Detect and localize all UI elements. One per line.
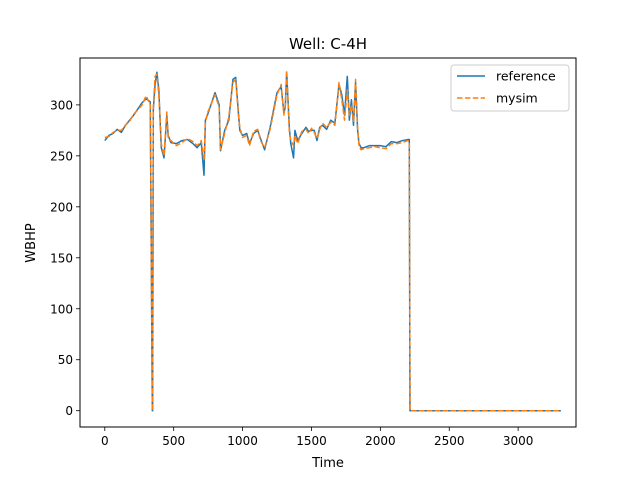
series-line-reference	[104, 71, 561, 412]
y-tick-label: 200	[50, 200, 73, 214]
y-tick-label: 50	[58, 353, 73, 367]
x-tick-label: 500	[162, 434, 185, 448]
x-axis-label: Time	[311, 456, 344, 471]
y-tick-label: 100	[50, 302, 73, 316]
plot-frame	[79, 57, 577, 428]
y-tick-label: 300	[50, 98, 73, 112]
x-tick-label: 1000	[227, 434, 258, 448]
x-tick-label: 1500	[296, 434, 327, 448]
series-line-mysim	[104, 69, 561, 412]
x-tick-label: 3000	[503, 434, 534, 448]
x-tick-label: 2000	[365, 434, 396, 448]
y-tick-label: 250	[50, 149, 73, 163]
y-tick-label: 0	[65, 404, 73, 418]
x-axis-ticks: 0 500 1000 1500 2000 2500 3000	[101, 427, 533, 448]
legend-label-reference: reference	[496, 69, 556, 84]
y-axis-ticks: 0 50 100 150 200 250 300	[50, 98, 80, 418]
y-tick-label: 150	[50, 251, 73, 265]
x-tick-label: 2500	[434, 434, 465, 448]
chart-title: Well: C-4H	[289, 35, 367, 53]
series-layer	[104, 69, 561, 412]
legend: reference mysim	[450, 64, 570, 112]
y-axis-label: WBHP	[24, 223, 39, 263]
x-tick-label: 0	[101, 434, 109, 448]
legend-label-mysim: mysim	[496, 91, 538, 106]
